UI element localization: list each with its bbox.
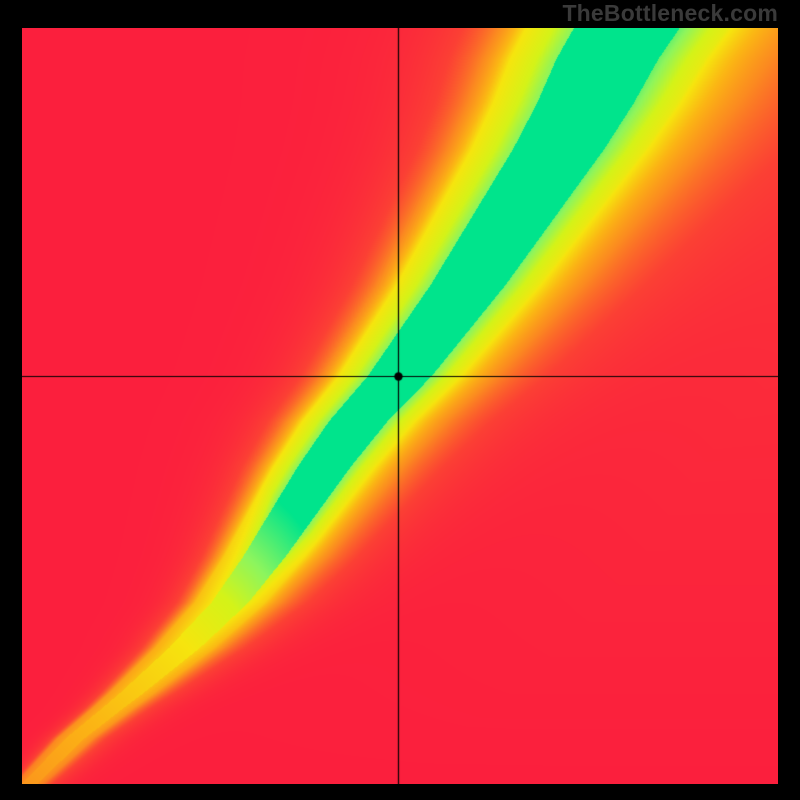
heatmap-canvas (22, 28, 778, 784)
watermark-text: TheBottleneck.com (562, 0, 778, 27)
heatmap-plot (22, 28, 778, 784)
chart-container: TheBottleneck.com (0, 0, 800, 800)
